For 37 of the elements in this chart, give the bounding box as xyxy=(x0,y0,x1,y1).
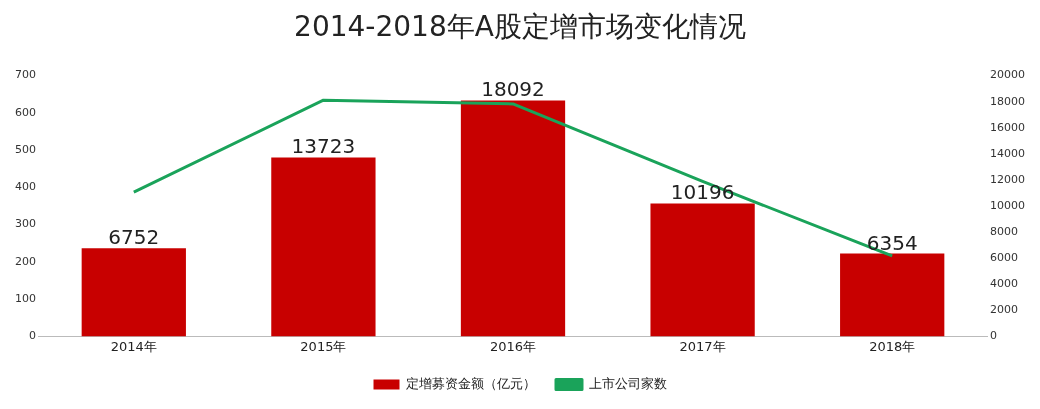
y-tick-label: 200 xyxy=(15,254,36,268)
chart-title: 2014-2018年A股定增市场变化情况 xyxy=(294,10,746,44)
y2-tick-label: 4000 xyxy=(990,277,1019,291)
y-tick-label: 0 xyxy=(29,329,36,343)
y-tick-label: 500 xyxy=(15,142,36,156)
legend-label: 上市公司家数 xyxy=(588,375,667,391)
bar xyxy=(81,248,186,337)
bar xyxy=(650,203,755,337)
legend-label: 定增募资金额（亿元） xyxy=(406,375,536,391)
bar xyxy=(460,100,566,337)
bar xyxy=(840,253,945,337)
data-label: 13723 xyxy=(291,134,356,159)
y-tick-label: 700 xyxy=(15,68,36,82)
x-tick-label: 2015年 xyxy=(300,338,347,354)
data-label: 10196 xyxy=(670,180,735,205)
y2-tick-label: 12000 xyxy=(990,172,1026,186)
y2-tick-label: 14000 xyxy=(990,146,1026,160)
x-tick-label: 2014年 xyxy=(110,338,157,354)
y-tick-label: 400 xyxy=(15,180,36,194)
y2-tick-label: 2000 xyxy=(990,303,1019,317)
y2-tick-label: 0 xyxy=(990,329,998,343)
y2-tick-label: 16000 xyxy=(990,120,1026,134)
y2-tick-label: 8000 xyxy=(990,224,1019,238)
y2-tick-label: 18000 xyxy=(990,94,1026,108)
data-label: 18092 xyxy=(481,77,545,102)
y-tick-label: 600 xyxy=(15,105,36,119)
y2-tick-label: 6000 xyxy=(990,251,1019,265)
data-label: 6752 xyxy=(108,225,160,250)
x-tick-label: 2018年 xyxy=(869,338,916,354)
y-tick-label: 300 xyxy=(15,217,36,231)
y2-tick-label: 20000 xyxy=(990,68,1026,82)
x-tick-label: 2016年 xyxy=(489,338,537,354)
y-tick-label: 100 xyxy=(15,292,36,305)
data-label: 6354 xyxy=(866,230,918,255)
x-tick-label: 2017年 xyxy=(679,338,726,354)
y2-tick-label: 10000 xyxy=(990,198,1026,212)
bar xyxy=(271,157,376,337)
